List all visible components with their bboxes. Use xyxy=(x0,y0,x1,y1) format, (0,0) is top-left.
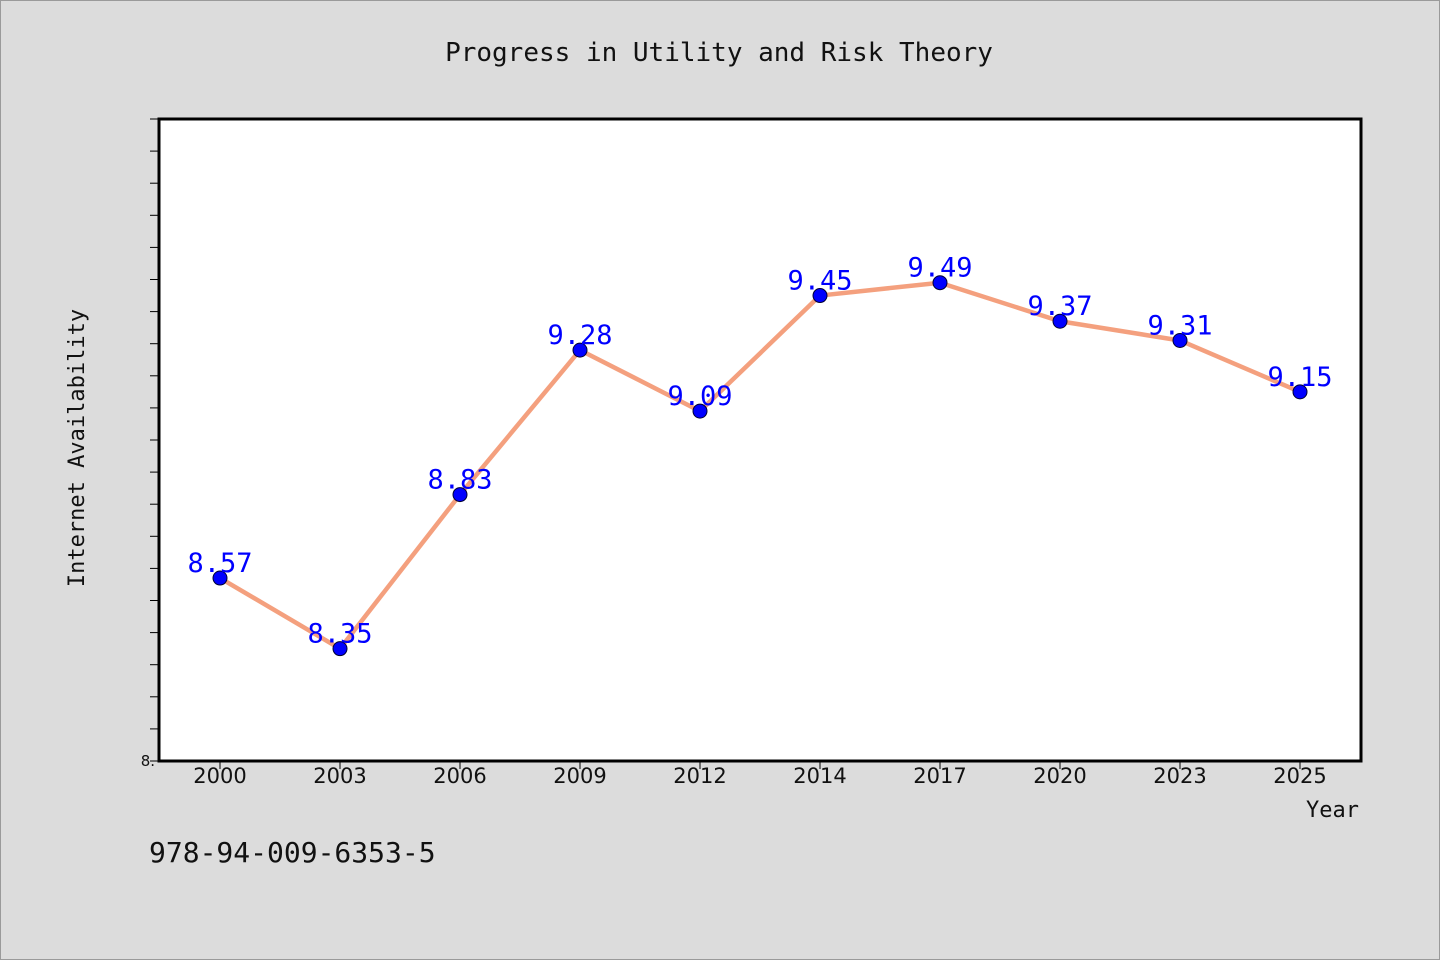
data-point-marker xyxy=(452,487,468,503)
data-point-marker xyxy=(1052,313,1068,329)
x-axis-tick-labels: 2000 2003 2006 2009 2012 2014 2017 2020 2023 2025 xyxy=(193,764,1326,788)
data-point-marker xyxy=(572,342,588,358)
x-tick-label: 2003 xyxy=(313,764,366,788)
x-tick-label: 2006 xyxy=(433,764,486,788)
series-markers xyxy=(212,275,1308,657)
x-tick-label: 2000 xyxy=(193,764,246,788)
data-label: 8.83 xyxy=(427,465,492,496)
data-point-marker xyxy=(1172,332,1188,348)
data-label: 9.09 xyxy=(667,381,732,412)
x-tick-label: 2023 xyxy=(1153,764,1206,788)
data-label: 9.37 xyxy=(1027,291,1092,322)
data-point-marker xyxy=(692,403,708,419)
series-line xyxy=(217,280,1303,651)
data-label: 9.49 xyxy=(907,253,972,284)
data-point-marker xyxy=(932,275,948,291)
data-label: 9.31 xyxy=(1147,310,1212,341)
x-tick-label: 2014 xyxy=(793,764,846,788)
x-tick-label: 2020 xyxy=(1033,764,1086,788)
data-label: 8.35 xyxy=(307,619,372,650)
data-label: 9.45 xyxy=(787,266,852,297)
data-label: 9.28 xyxy=(547,320,612,351)
data-point-marker xyxy=(812,288,828,304)
x-tick-label: 2017 xyxy=(913,764,966,788)
x-tick-label: 2012 xyxy=(673,764,726,788)
plot-area xyxy=(157,117,1363,763)
y-axis-tick-labels: 8. xyxy=(141,752,155,770)
data-labels: 8.57 8.35 8.83 9.28 9.09 9.45 9.49 9.37 9.31 9.15 xyxy=(187,253,1332,650)
data-point-marker xyxy=(332,641,348,657)
chart-title: Progress in Utility and Risk Theory xyxy=(445,38,993,68)
data-label: 8.57 xyxy=(187,548,252,579)
x-tick-label: 2009 xyxy=(553,764,606,788)
footnote: 978-94-009-6353-5 xyxy=(149,836,436,869)
y-axis-label: Internet Availability xyxy=(65,309,90,587)
x-axis-label: Year xyxy=(1306,798,1359,823)
x-axis-ticks xyxy=(219,761,1301,769)
data-point-marker xyxy=(1292,384,1308,400)
x-tick-label: 2025 xyxy=(1273,764,1326,788)
y-tick-label: 8. xyxy=(141,752,155,770)
data-label: 9.15 xyxy=(1267,362,1332,393)
data-point-marker xyxy=(212,570,228,586)
y-axis-ticks xyxy=(150,118,159,762)
